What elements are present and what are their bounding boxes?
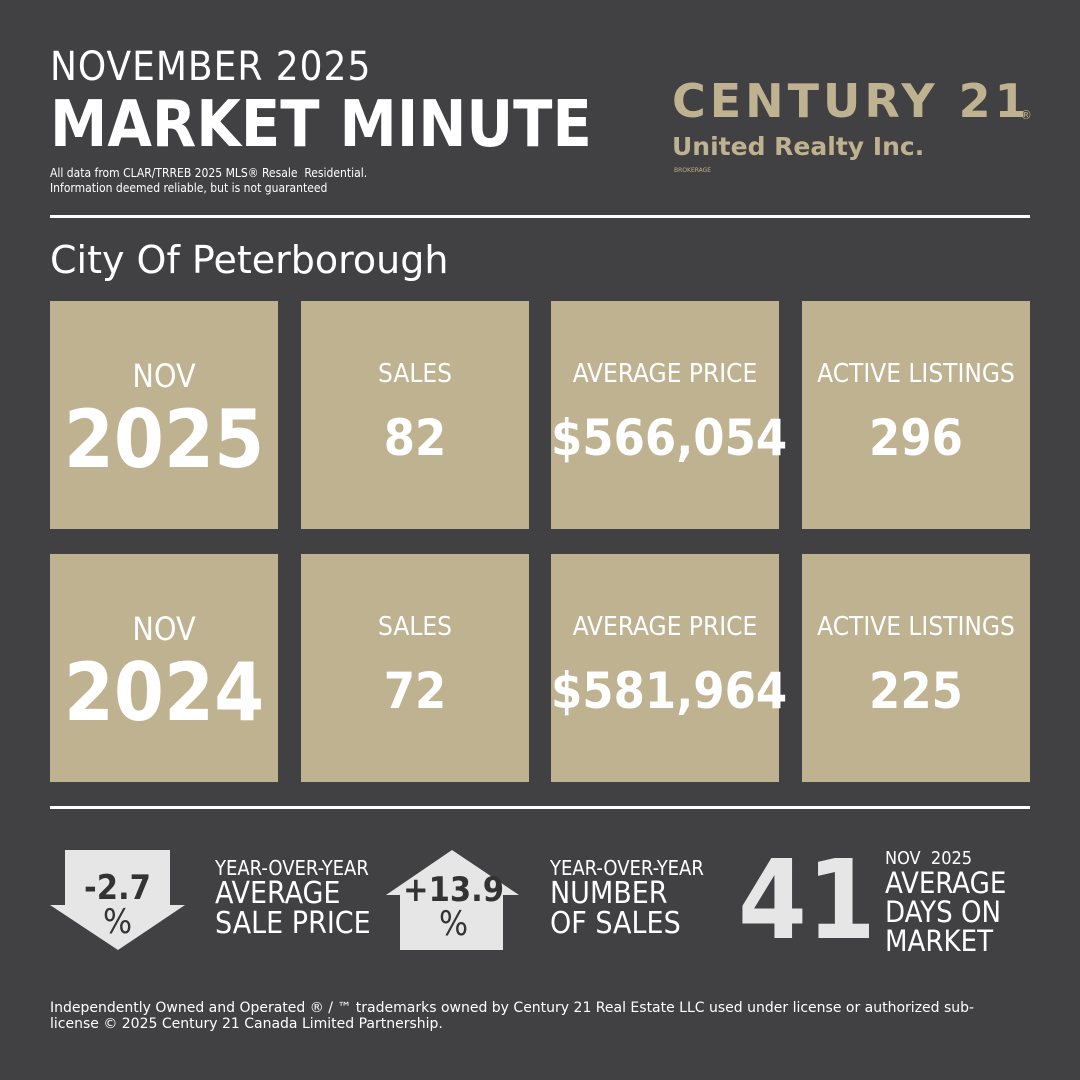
period-month: NOV bbox=[132, 610, 196, 648]
stat-value: 296 bbox=[869, 409, 963, 467]
stat-value: $566,054 bbox=[551, 409, 788, 467]
summary-graphics bbox=[50, 850, 519, 950]
arrow-up bbox=[386, 850, 519, 950]
period-box: NOV 2025 bbox=[50, 301, 278, 529]
summary-kicker: YEAR-OVER-YEAR bbox=[215, 856, 369, 880]
stat-value: 72 bbox=[383, 662, 447, 720]
registered-mark: ® bbox=[1020, 108, 1032, 122]
period-month: NOV bbox=[132, 357, 196, 395]
summary-label: NUMBER bbox=[550, 876, 668, 911]
arrow-down bbox=[50, 850, 185, 950]
stat-label: ACTIVE LISTINGS bbox=[817, 612, 1015, 642]
stat-label: AVERAGE PRICE bbox=[572, 359, 758, 389]
city: City Of Peterborough bbox=[50, 238, 449, 282]
stat-label: AVERAGE PRICE bbox=[572, 612, 758, 642]
summary-kicker: NOV 2025 bbox=[885, 848, 973, 869]
period-box: NOV 2024 bbox=[50, 554, 278, 782]
divider bbox=[50, 215, 1030, 218]
summary-label: OF SALES bbox=[550, 906, 681, 941]
stat-value: 82 bbox=[383, 409, 447, 467]
stat-box: SALES 72 bbox=[301, 554, 529, 782]
change-unit: % bbox=[438, 904, 469, 944]
disclaimer: All data from CLAR/TRREB 2025 MLS® Resal… bbox=[50, 166, 368, 180]
days-value: 41 bbox=[738, 836, 876, 964]
stat-box: AVERAGE PRICE $566,054 bbox=[551, 301, 788, 529]
summary-label: AVERAGE bbox=[215, 876, 341, 911]
stat-value: 225 bbox=[869, 662, 963, 720]
summary-kicker: YEAR-OVER-YEAR bbox=[550, 856, 704, 880]
footer: Independently Owned and Operated ® / ™ t… bbox=[50, 1000, 975, 1032]
change-unit: % bbox=[102, 902, 133, 942]
brand-name: CENTURY 21 bbox=[672, 74, 1031, 128]
stat-box: AVERAGE PRICE $581,964 bbox=[551, 554, 788, 782]
period-year: 2024 bbox=[63, 646, 265, 739]
stat-box: SALES 82 bbox=[301, 301, 529, 529]
summary-label: AVERAGE bbox=[885, 866, 1007, 900]
brokerage: BROKERAGE bbox=[674, 167, 712, 174]
month-heading: NOVEMBER 2025 bbox=[50, 44, 372, 90]
change-value: +13.9 bbox=[402, 870, 505, 910]
stat-value: $581,964 bbox=[551, 662, 788, 720]
change-value: -2.7 bbox=[84, 868, 151, 908]
stat-box: ACTIVE LISTINGS 296 bbox=[802, 301, 1030, 529]
disclaimer: Information deemed reliable, but is not … bbox=[50, 181, 328, 195]
period-year: 2025 bbox=[63, 393, 265, 486]
stat-box: ACTIVE LISTINGS 225 bbox=[802, 554, 1030, 782]
summary-label: MARKET bbox=[885, 924, 993, 958]
title: MARKET MINUTE bbox=[50, 88, 592, 162]
summary-label: SALE PRICE bbox=[215, 906, 371, 941]
stat-label: SALES bbox=[378, 612, 452, 642]
stat-label: ACTIVE LISTINGS bbox=[817, 359, 1015, 389]
stat-label: SALES bbox=[378, 359, 452, 389]
brand-office: United Realty Inc. bbox=[672, 132, 925, 161]
summary-label: DAYS ON bbox=[885, 895, 1001, 929]
divider bbox=[50, 806, 1030, 809]
